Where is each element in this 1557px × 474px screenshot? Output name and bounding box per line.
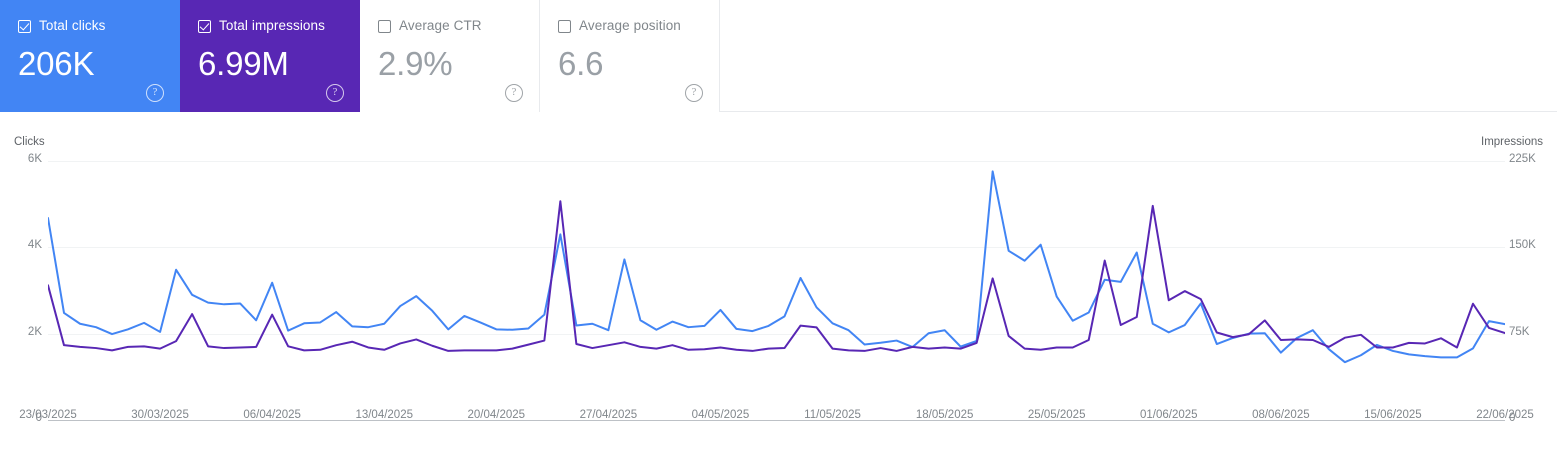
x-axis-label: 22/06/2025 bbox=[1476, 409, 1534, 421]
gridline bbox=[48, 247, 1505, 249]
metric-card-average-position[interactable]: Average position 6.6? bbox=[540, 0, 720, 112]
left-axis-title: Clicks bbox=[14, 136, 45, 148]
metric-card-total-clicks[interactable]: Total clicks 206K? bbox=[0, 0, 180, 112]
left-tick-label: 6K bbox=[27, 153, 42, 165]
x-axis-label: 01/06/2025 bbox=[1139, 409, 1198, 421]
gridline bbox=[48, 333, 1505, 335]
metric-header: Total impressions bbox=[198, 18, 346, 34]
x-axis-label: 06/04/2025 bbox=[243, 409, 301, 421]
metric-value: 206K bbox=[18, 45, 95, 82]
gridline bbox=[48, 420, 1505, 421]
performance-chart[interactable]: Clicks Impressions 6K 4K 2K 0 225K 150K 75K 0 … bbox=[0, 112, 1557, 474]
metric-value: 2.9% bbox=[378, 45, 453, 82]
metrics-bar: Total clicks 206K? Total impressions 6.99M?… bbox=[0, 0, 1557, 112]
x-axis-label: 08/06/2025 bbox=[1252, 409, 1310, 421]
metric-value: 6.99M bbox=[198, 45, 289, 82]
metric-label: Average CTR bbox=[399, 18, 482, 33]
x-axis-label: 18/05/2025 bbox=[915, 409, 974, 421]
left-tick-label: 2K bbox=[27, 325, 42, 338]
series-line-clicks bbox=[48, 171, 1505, 362]
plot-lines bbox=[48, 112, 1505, 474]
checkbox-checked-icon[interactable] bbox=[18, 19, 31, 33]
help-icon[interactable]: ? bbox=[146, 84, 164, 102]
x-axis-label: 11/05/2025 bbox=[804, 409, 861, 421]
right-tick-label: 0 bbox=[1509, 412, 1516, 424]
right-tick-label: 150K bbox=[1509, 239, 1536, 252]
x-axis-label: 23/03/2025 bbox=[19, 409, 77, 421]
help-icon[interactable]: ? bbox=[685, 84, 703, 102]
x-axis-label: 04/05/2025 bbox=[691, 409, 750, 421]
metric-label: Total clicks bbox=[39, 18, 106, 33]
right-axis-title: Impressions bbox=[1481, 136, 1543, 148]
metric-header: Total clicks bbox=[18, 18, 166, 34]
metric-card-total-impressions[interactable]: Total impressions 6.99M? bbox=[180, 0, 360, 112]
right-tick-label: 75K bbox=[1509, 325, 1530, 338]
x-axis-label: 27/04/2025 bbox=[579, 409, 638, 421]
metric-value: 6.6 bbox=[558, 45, 604, 82]
metrics-bar-filler bbox=[720, 0, 1557, 111]
metric-label: Average position bbox=[579, 18, 681, 33]
help-icon[interactable]: ? bbox=[326, 84, 344, 102]
right-tick-label: 225K bbox=[1509, 153, 1536, 165]
metric-label: Total impressions bbox=[219, 18, 325, 33]
metric-card-average-ctr[interactable]: Average CTR 2.9%? bbox=[360, 0, 540, 112]
checkbox-checked-icon[interactable] bbox=[198, 19, 211, 33]
left-tick-label: 0 bbox=[35, 412, 42, 424]
x-axis-label: 13/04/2025 bbox=[355, 409, 413, 421]
x-axis-label: 25/05/2025 bbox=[1027, 409, 1086, 421]
checkbox-unchecked-icon[interactable] bbox=[378, 19, 391, 33]
gridline bbox=[48, 161, 1505, 162]
left-tick-label: 4K bbox=[27, 239, 42, 252]
metric-header: Average position bbox=[558, 18, 705, 34]
series-line-impressions bbox=[48, 201, 1505, 351]
x-axis-label: 30/03/2025 bbox=[131, 409, 189, 421]
help-icon[interactable]: ? bbox=[505, 84, 523, 102]
checkbox-unchecked-icon[interactable] bbox=[558, 19, 571, 33]
x-axis-label: 15/06/2025 bbox=[1364, 409, 1422, 421]
x-axis-label: 20/04/2025 bbox=[467, 409, 526, 421]
metric-header: Average CTR bbox=[378, 18, 525, 34]
